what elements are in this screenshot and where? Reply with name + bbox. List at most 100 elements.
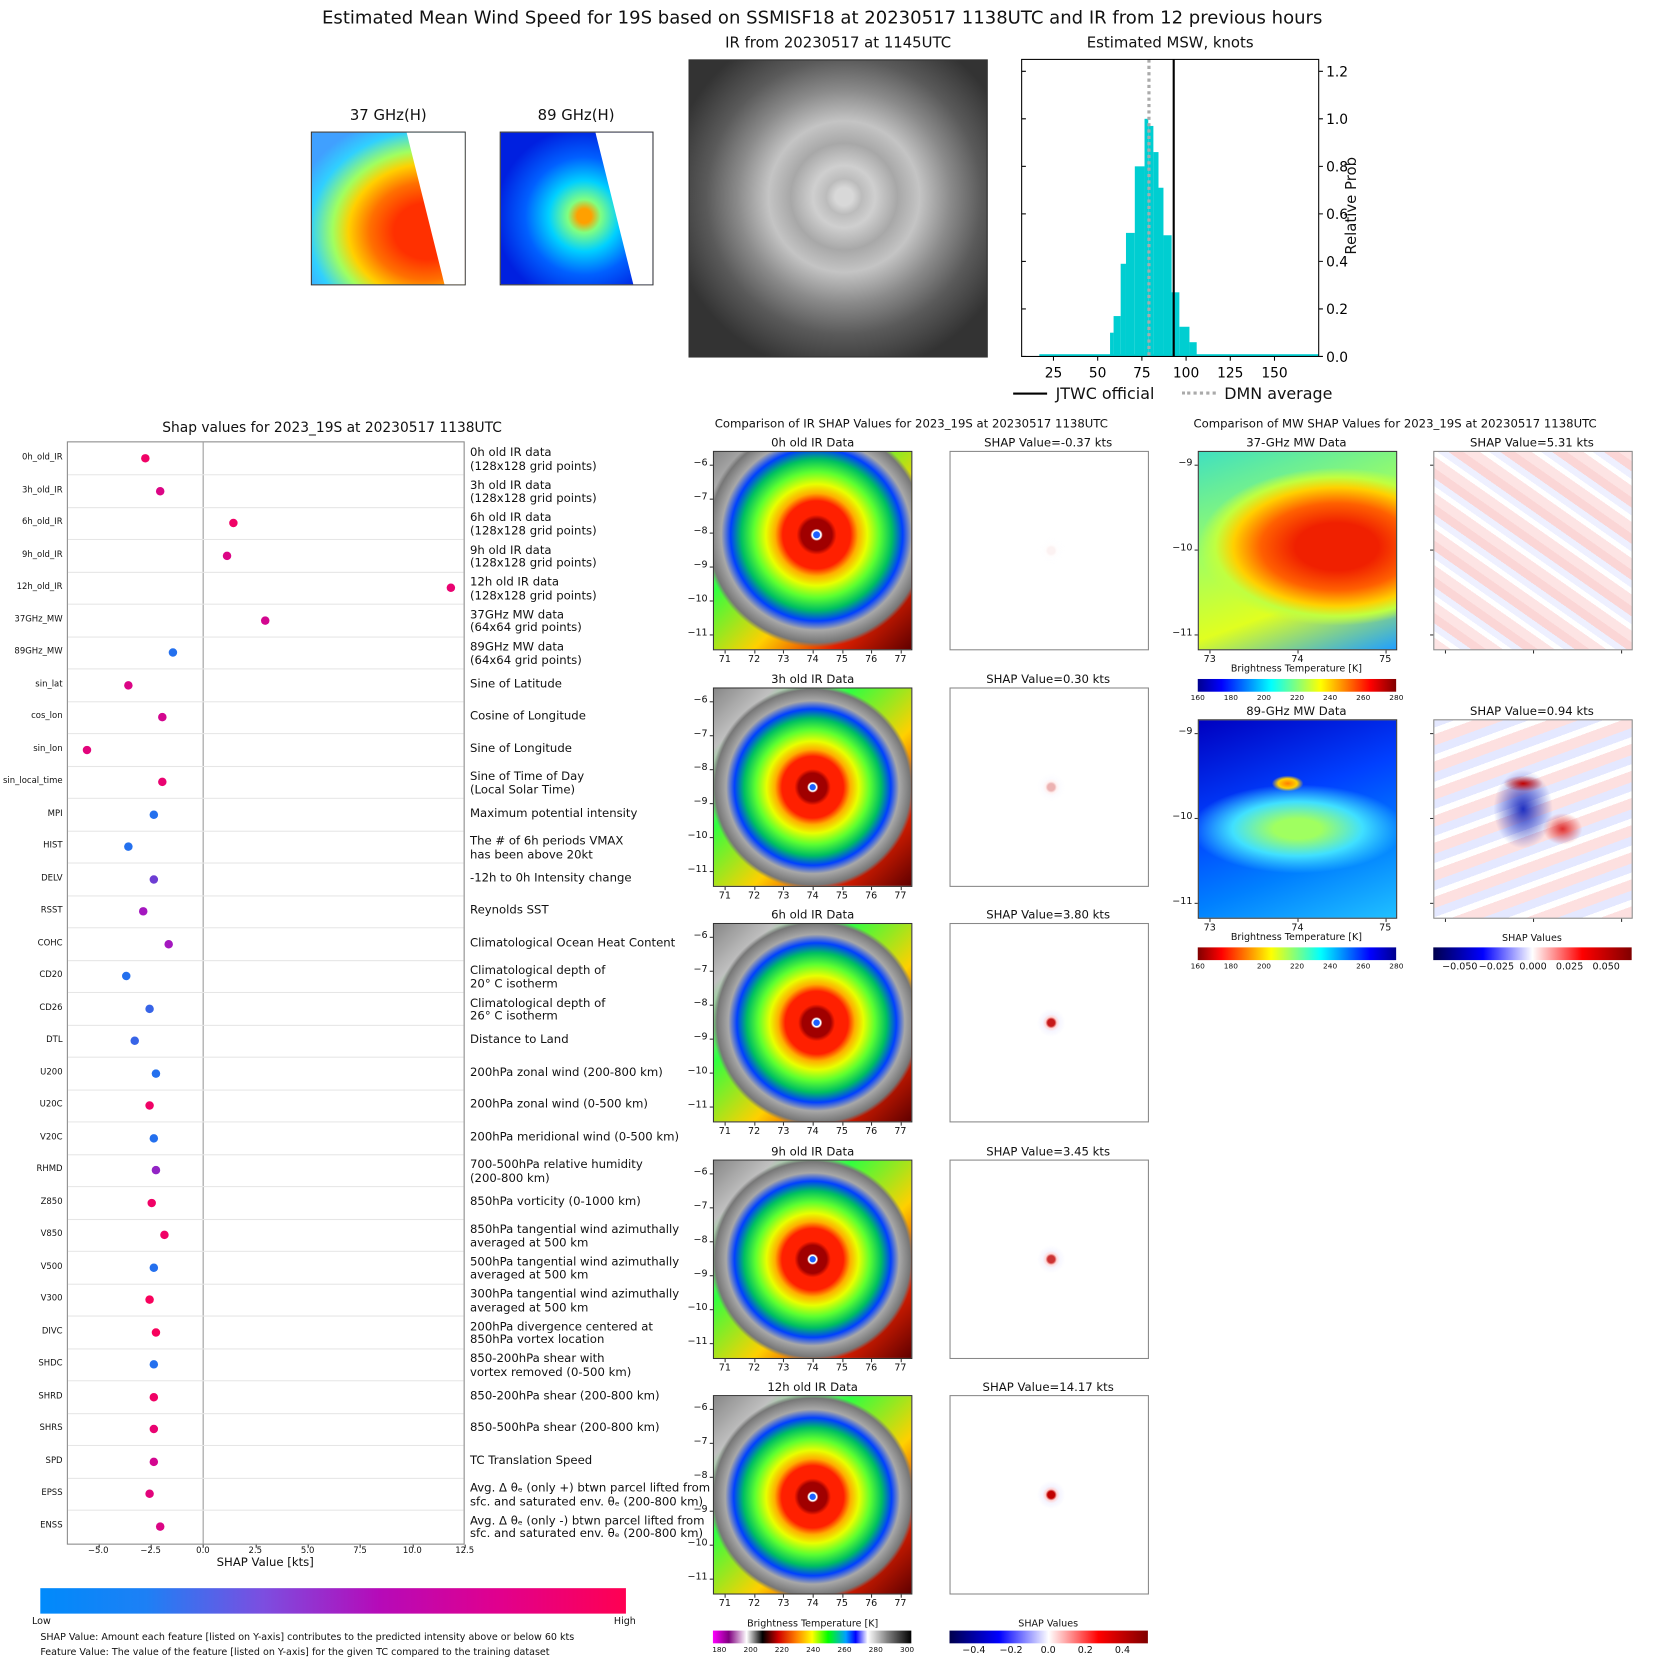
- xtick-mark: [841, 650, 843, 654]
- ytick: −9: [693, 796, 708, 808]
- shap-xtick: 0.0: [196, 1545, 210, 1556]
- feature-description: 200hPa divergence centered at: [469, 1319, 653, 1334]
- ytick: −6: [693, 458, 708, 470]
- feature-description: 500hPa tangential wind azimuthally: [469, 1254, 680, 1269]
- ir-bt-tick: 200: [743, 1645, 758, 1654]
- ir-shap-tick: 0.2: [1077, 1645, 1093, 1657]
- msw-histogram: 25 50 75 100 125 150 0.0 0.2 0.4 0.6 0.8 1.0 1.2: [1021, 58, 1348, 382]
- feature-description: (128x128 grid points): [469, 523, 597, 538]
- xtick: 74: [1291, 922, 1304, 934]
- ytick: −9: [693, 1504, 708, 1515]
- mw-bt-tick: 160: [1190, 693, 1205, 703]
- ytick-mark: [709, 735, 713, 737]
- feature-name-label: Z850: [40, 1196, 63, 1206]
- xtick-mark: [812, 1594, 814, 1598]
- shap-dot: [147, 1198, 156, 1207]
- feature-description: 26° C isotherm: [469, 1008, 558, 1023]
- mw-shap-tick: 0.025: [1555, 962, 1584, 973]
- xtick-mark: [812, 1122, 814, 1126]
- xtick: 77: [894, 1598, 907, 1610]
- ytick-mark: [1430, 733, 1434, 735]
- feature-name-label: 9h_old_IR: [21, 549, 63, 559]
- shap-xtick: 12.5: [455, 1545, 475, 1556]
- xtick-mark: [724, 1594, 726, 1598]
- legend-jtwc-line: [1013, 392, 1048, 395]
- ir-shap-colorbar: [949, 1630, 1148, 1644]
- xtick: 71: [718, 1126, 731, 1138]
- shap-dot: [145, 1101, 154, 1110]
- xtick: 77: [894, 1363, 907, 1374]
- hist-ytick: 1.2: [1326, 65, 1348, 81]
- xtick-mark: [783, 886, 785, 891]
- ytick: −11: [687, 864, 708, 876]
- ir-shap-image-1: [949, 687, 1149, 887]
- shap-xtick: 5.0: [300, 1545, 315, 1556]
- xtick-mark: [1445, 918, 1447, 922]
- ir-data-image-4: [712, 1395, 913, 1595]
- shap-dot: [164, 939, 173, 948]
- shap-dot: [124, 680, 133, 690]
- feature-name-label: CD20: [39, 969, 63, 980]
- ir-bt-tick: 280: [868, 1645, 883, 1654]
- ytick: −11: [687, 1100, 708, 1111]
- xtick: 72: [748, 1363, 761, 1374]
- ytick-mark: [709, 566, 713, 568]
- shap-dot: [122, 971, 131, 981]
- mw-shap-image-0: [1433, 450, 1633, 651]
- xtick-mark: [1445, 650, 1447, 654]
- feature-description: (128x128 grid points): [469, 588, 597, 603]
- shap-dot: [82, 745, 91, 754]
- mw-shap-value-label: SHAP Value=5.31 kts: [1470, 436, 1594, 450]
- ir-bt-tick: 260: [837, 1645, 852, 1654]
- ir-shap-tick: −0.2: [999, 1645, 1023, 1657]
- feature-name-label: V850: [40, 1228, 63, 1239]
- ytick-mark: [709, 1578, 713, 1580]
- colorbar-high-label: High: [613, 1616, 636, 1628]
- ytick: −9: [693, 560, 708, 571]
- feature-description: Sine of Latitude: [469, 676, 562, 691]
- shap-dot: [155, 486, 165, 495]
- hist-bar: [1171, 292, 1180, 357]
- ytick-mark: [1430, 818, 1434, 820]
- ytick-mark: [709, 1173, 713, 1175]
- shap-dot: [151, 1165, 161, 1175]
- ytick: −11: [687, 1336, 708, 1348]
- hist-xtick: 50: [1089, 366, 1107, 382]
- hist-bar: [1148, 125, 1154, 357]
- ir-data-image-2: [712, 922, 913, 1123]
- hist-ytick: 1.0: [1326, 112, 1348, 128]
- hist-bar: [1179, 326, 1190, 357]
- mw-row-label: 89-GHz MW Data: [1246, 704, 1347, 719]
- row-divider: [67, 862, 464, 864]
- ytick: −8: [693, 526, 708, 537]
- feature-description: (128x128 grid points): [469, 491, 597, 505]
- shap-dot: [446, 583, 456, 592]
- shap-dot: [141, 454, 150, 463]
- xtick-mark: [754, 1594, 756, 1598]
- shap-dot: [130, 1036, 140, 1045]
- ytick-mark: [709, 970, 713, 972]
- xtick: 74: [806, 1126, 819, 1138]
- ytick: −7: [693, 1201, 708, 1212]
- mw-shap-tick: −0.025: [1478, 962, 1515, 973]
- ytick-mark: [1194, 902, 1198, 904]
- feature-name-label: 89GHz_MW: [14, 646, 63, 656]
- ytick-mark: [709, 1207, 713, 1209]
- ytick: −7: [693, 1436, 708, 1448]
- mw-shap-value-label: SHAP Value=0.94 kts: [1470, 704, 1594, 719]
- xtick-mark: [812, 886, 814, 891]
- shap-xtick: 10.0: [402, 1545, 422, 1556]
- mw-bt-tick: 200: [1256, 693, 1272, 703]
- xtick: 77: [894, 654, 907, 666]
- shap-dot: [149, 1457, 158, 1466]
- ytick-mark: [1194, 818, 1198, 820]
- legend-dmn-line: [1181, 391, 1216, 395]
- ytick: −11: [1172, 896, 1193, 908]
- feature-description: TC Translation Speed: [469, 1452, 593, 1467]
- feature-description: Sine of Longitude: [469, 741, 572, 755]
- row-divider: [67, 700, 464, 703]
- feature-name-label: cos_lon: [31, 710, 63, 721]
- feature-description: 12h old IR data: [469, 575, 559, 589]
- row-divider: [67, 603, 464, 605]
- mw-bt-colorbar-label: Brightness Temperature [K]: [1230, 932, 1362, 944]
